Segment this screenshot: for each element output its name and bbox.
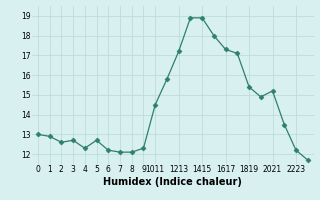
X-axis label: Humidex (Indice chaleur): Humidex (Indice chaleur) [103, 177, 242, 187]
